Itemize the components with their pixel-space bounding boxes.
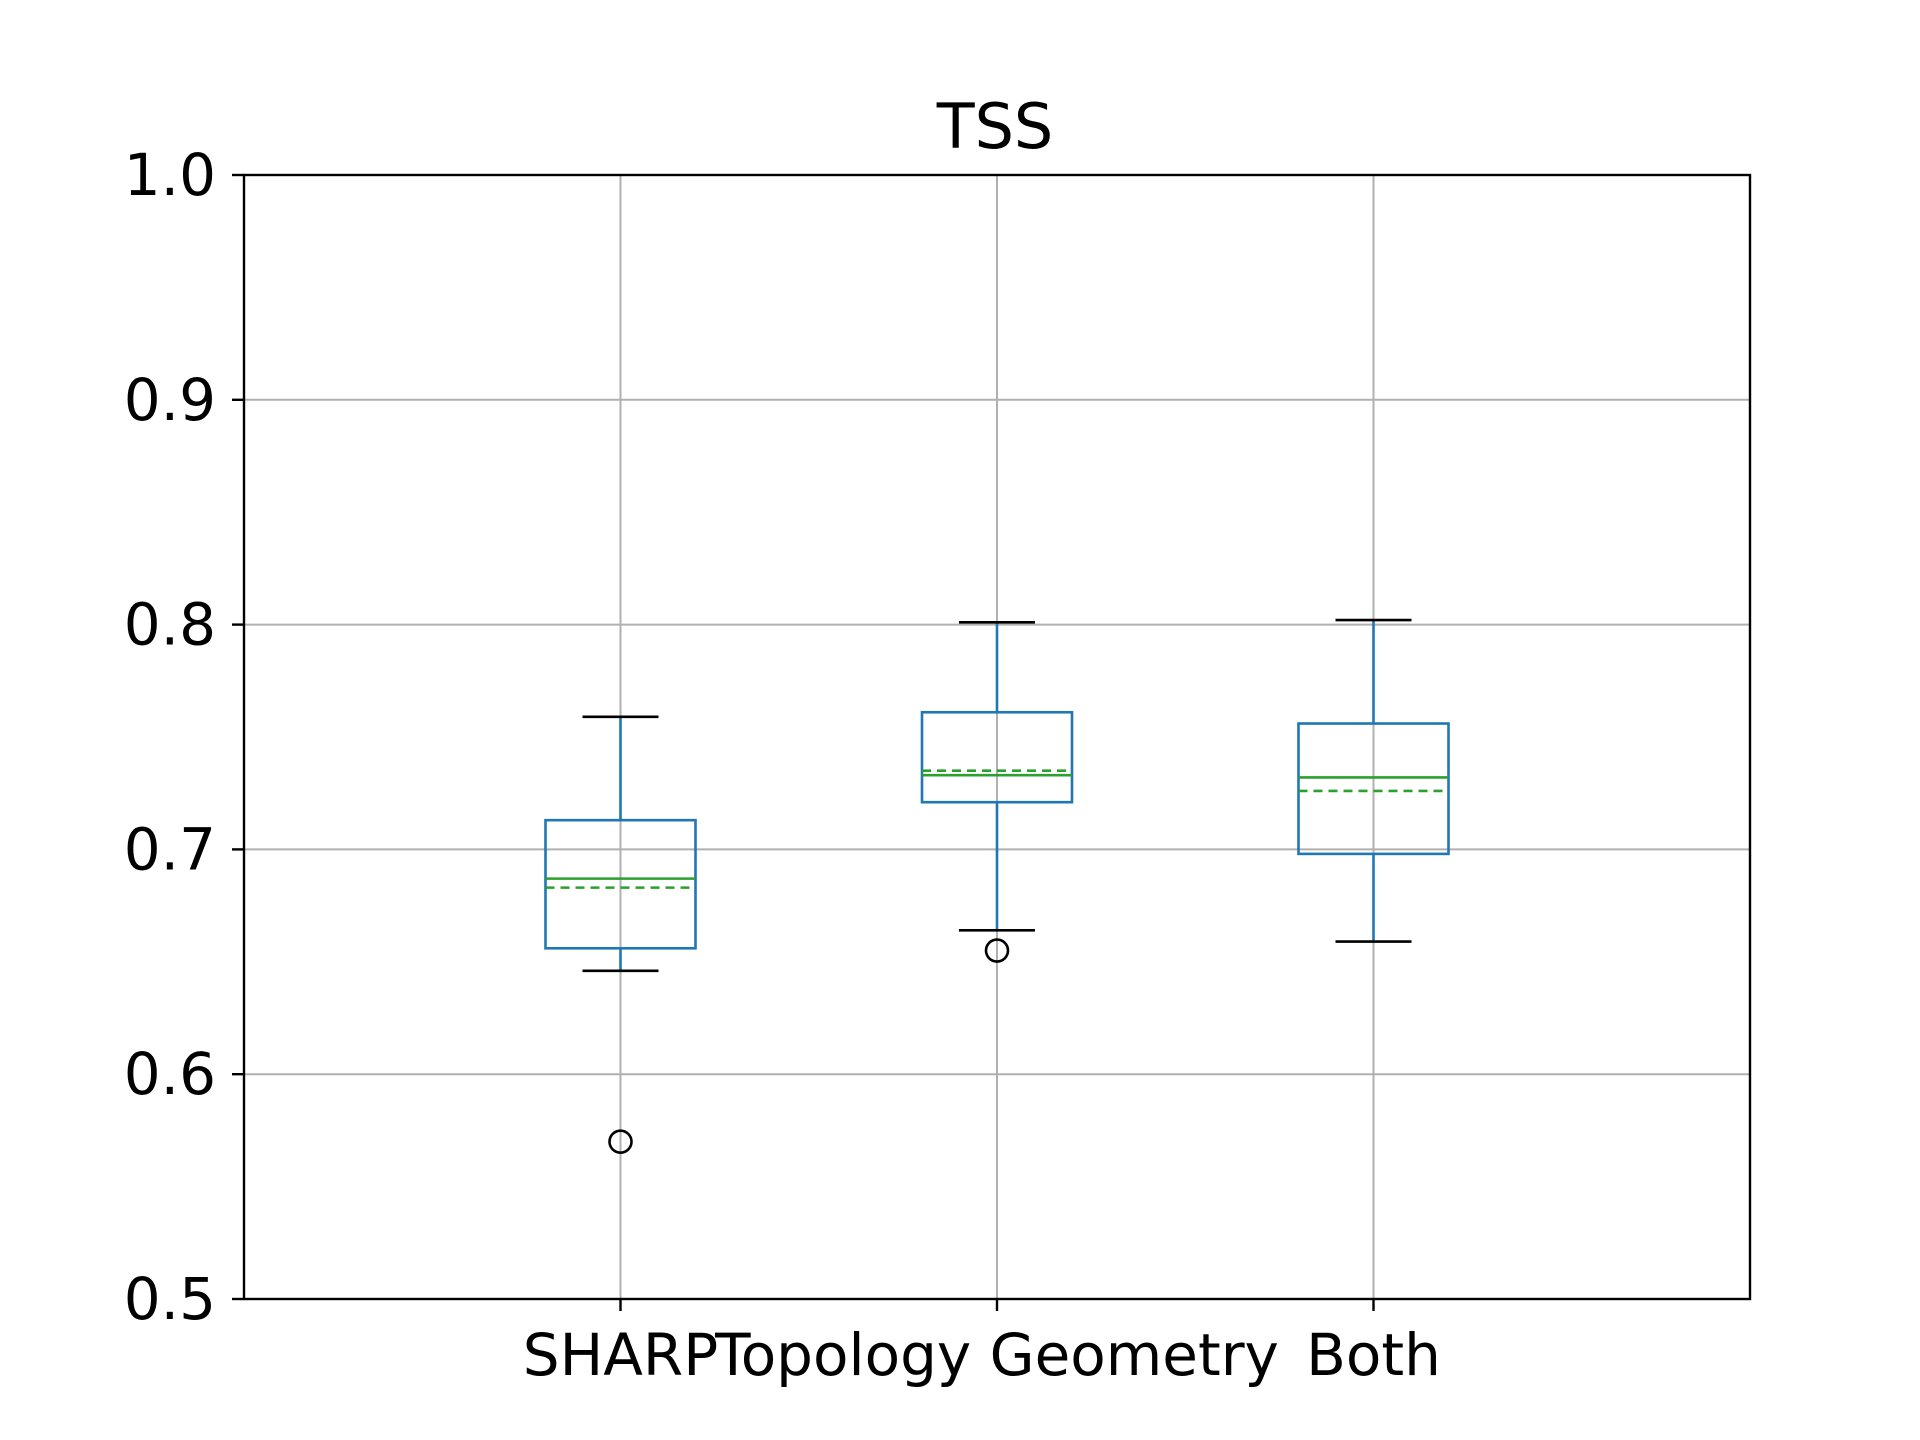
y-tick-label: 0.8 [124,591,216,659]
y-tick-label: 0.9 [124,366,216,434]
grid-lines [244,174,1750,1300]
y-tick-label: 0.5 [124,1265,216,1333]
x-tick-label: Topology Geometry [714,1321,1279,1389]
y-tick-label: 0.6 [124,1040,216,1108]
box-group [920,621,1074,963]
iqr-box [1297,722,1450,856]
outlier-point [984,938,1010,963]
x-tick-label: SHARP [523,1321,718,1389]
iqr-box [544,818,697,950]
chart-title: TSS [936,90,1054,163]
y-tick-label: 0.7 [124,815,216,883]
iqr-box [920,710,1074,804]
box-group [1297,618,1450,943]
y-tick-label: 1.0 [124,141,216,209]
x-tick-label: Both [1306,1321,1441,1389]
box-series [544,618,1450,1154]
outlier-point [608,1129,633,1154]
box-group [544,715,697,1154]
